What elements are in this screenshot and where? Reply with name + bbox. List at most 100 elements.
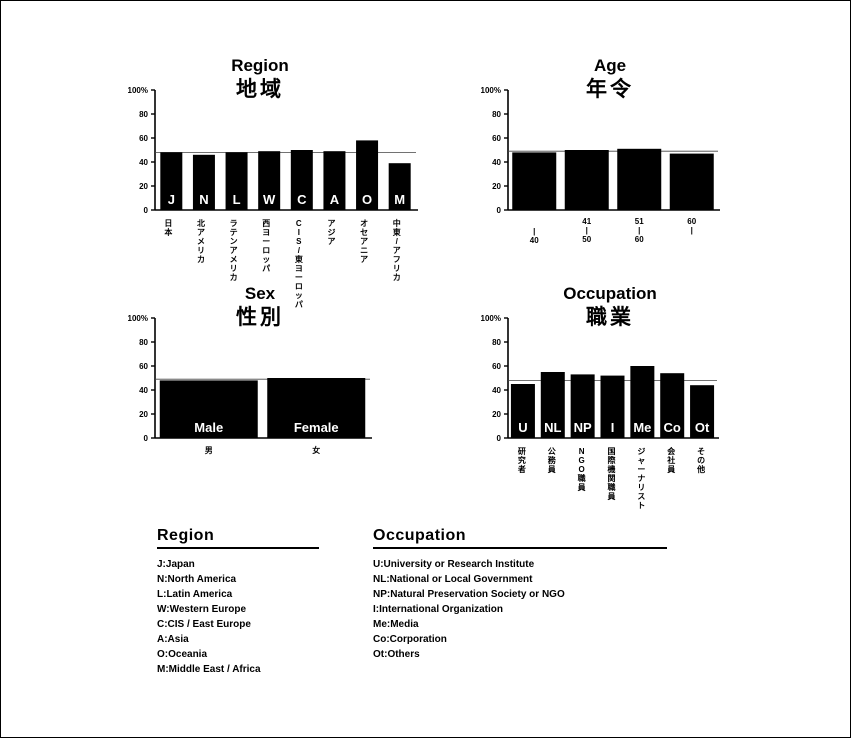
category-label: 東 xyxy=(295,254,303,264)
bar-label: W xyxy=(263,192,276,207)
legend-item: W:Western Europe xyxy=(157,604,247,615)
category-label: ア xyxy=(327,237,335,246)
y-tick-label: 40 xyxy=(492,158,501,167)
y-tick-label: 60 xyxy=(139,362,148,371)
y-tick-label: 100% xyxy=(481,86,501,95)
bar-label: I xyxy=(611,420,615,435)
category-label: / xyxy=(298,246,301,255)
category-label: | xyxy=(533,227,535,236)
legend-item: U:University or Research Institute xyxy=(373,559,535,570)
occupation-legend-heading: Occupation xyxy=(373,527,667,549)
category-label: セ xyxy=(360,228,368,237)
y-tick-label: 100% xyxy=(128,86,148,95)
y-tick-label: 40 xyxy=(492,386,501,395)
occupation-chart-title: Occupation 職業 xyxy=(540,285,680,328)
y-tick-label: 20 xyxy=(139,410,148,419)
category-label: 日 xyxy=(164,219,172,228)
bar xyxy=(660,373,685,438)
category-label: メ xyxy=(197,237,205,246)
category-label: ロ xyxy=(295,282,303,291)
category-label: | xyxy=(638,226,640,235)
bar xyxy=(600,375,625,438)
occupation-legend-items: U:University or Research Institute NL:Nat… xyxy=(373,557,667,662)
sex-title-en: Sex xyxy=(244,284,276,303)
category-label: パ xyxy=(262,263,270,273)
category-label: ジ xyxy=(637,447,645,456)
category-label: ト xyxy=(637,501,645,510)
y-tick-label: 80 xyxy=(492,110,501,119)
legend-item: O:Oceania xyxy=(157,649,208,660)
y-tick-label: 0 xyxy=(497,434,502,443)
bar-label: O xyxy=(362,192,372,207)
y-tick-label: 40 xyxy=(139,158,148,167)
y-tick-label: 60 xyxy=(492,362,501,371)
region-title-en: Region xyxy=(231,56,289,75)
category-label: 公 xyxy=(548,447,556,456)
bar-label: C xyxy=(297,192,307,207)
bar xyxy=(669,153,714,210)
bar-label: U xyxy=(518,420,527,435)
category-label: ッ xyxy=(262,255,270,264)
legend-item: M:Middle East / Africa xyxy=(157,664,261,675)
category-label: メ xyxy=(230,255,238,264)
category-label: パ xyxy=(295,299,303,309)
y-tick-label: 80 xyxy=(139,338,148,347)
category-label: 研 xyxy=(518,447,526,456)
bar-label: Me xyxy=(633,420,651,435)
category-label: O xyxy=(579,465,585,474)
y-tick-label: 0 xyxy=(497,206,502,215)
category-label: 女 xyxy=(312,445,320,455)
category-label: ス xyxy=(637,492,645,501)
category-label: ー xyxy=(262,237,270,246)
category-label: 51 xyxy=(635,217,644,226)
sex-chart-title: Sex 性別 xyxy=(210,285,310,328)
y-tick-label: 80 xyxy=(492,338,501,347)
category-label: ア xyxy=(360,255,368,264)
age-title-jp: 年令 xyxy=(586,78,634,101)
legend-item: NL:National or Local Government xyxy=(373,574,533,585)
category-label: 男 xyxy=(205,446,213,455)
category-label: 社 xyxy=(666,455,675,465)
category-label: そ xyxy=(697,447,705,456)
bar-label: Female xyxy=(294,420,339,435)
category-label: ア xyxy=(230,246,238,255)
category-label: S xyxy=(296,237,302,246)
region-title-jp: 地域 xyxy=(236,78,284,101)
y-tick-label: 100% xyxy=(481,314,501,323)
category-label: 60 xyxy=(687,217,696,226)
occupation-bar-chart: 020406080100%U研究者NL公務員NPNGO職員I国際機関職員Meジャ… xyxy=(481,314,719,510)
category-label: 職 xyxy=(578,473,586,483)
category-label: 41 xyxy=(582,217,591,226)
category-label: I xyxy=(298,228,300,237)
y-tick-label: 60 xyxy=(492,134,501,143)
category-label: カ xyxy=(230,273,238,282)
legend-item: Ot:Others xyxy=(373,649,420,660)
y-tick-label: 20 xyxy=(492,410,501,419)
legend-item: C:CIS / East Europe xyxy=(157,619,251,630)
category-label: 務 xyxy=(548,455,557,465)
category-label: ヨ xyxy=(262,228,270,237)
category-label: リ xyxy=(197,246,205,255)
bar xyxy=(388,163,411,210)
category-label: ア xyxy=(360,237,368,246)
y-tick-label: 20 xyxy=(139,182,148,191)
bar-label: A xyxy=(330,192,340,207)
category-label: 中 xyxy=(393,218,401,228)
category-label: ッ xyxy=(295,291,303,300)
category-label: 60 xyxy=(635,235,644,244)
category-label: 際 xyxy=(608,455,617,465)
category-label: カ xyxy=(393,273,401,282)
bar xyxy=(690,385,715,438)
occupation-legend: Occupation U:University or Research Inst… xyxy=(373,527,667,662)
category-label: フ xyxy=(393,255,401,264)
category-label: C xyxy=(296,219,302,228)
bar-label: Ot xyxy=(695,420,710,435)
category-label: テ xyxy=(230,228,238,237)
category-label: リ xyxy=(637,483,645,492)
category-label: 40 xyxy=(530,236,539,245)
category-label: 者 xyxy=(517,464,526,474)
legend-item: N:North America xyxy=(157,574,237,585)
category-label: ア xyxy=(197,228,205,237)
bar xyxy=(540,372,565,438)
